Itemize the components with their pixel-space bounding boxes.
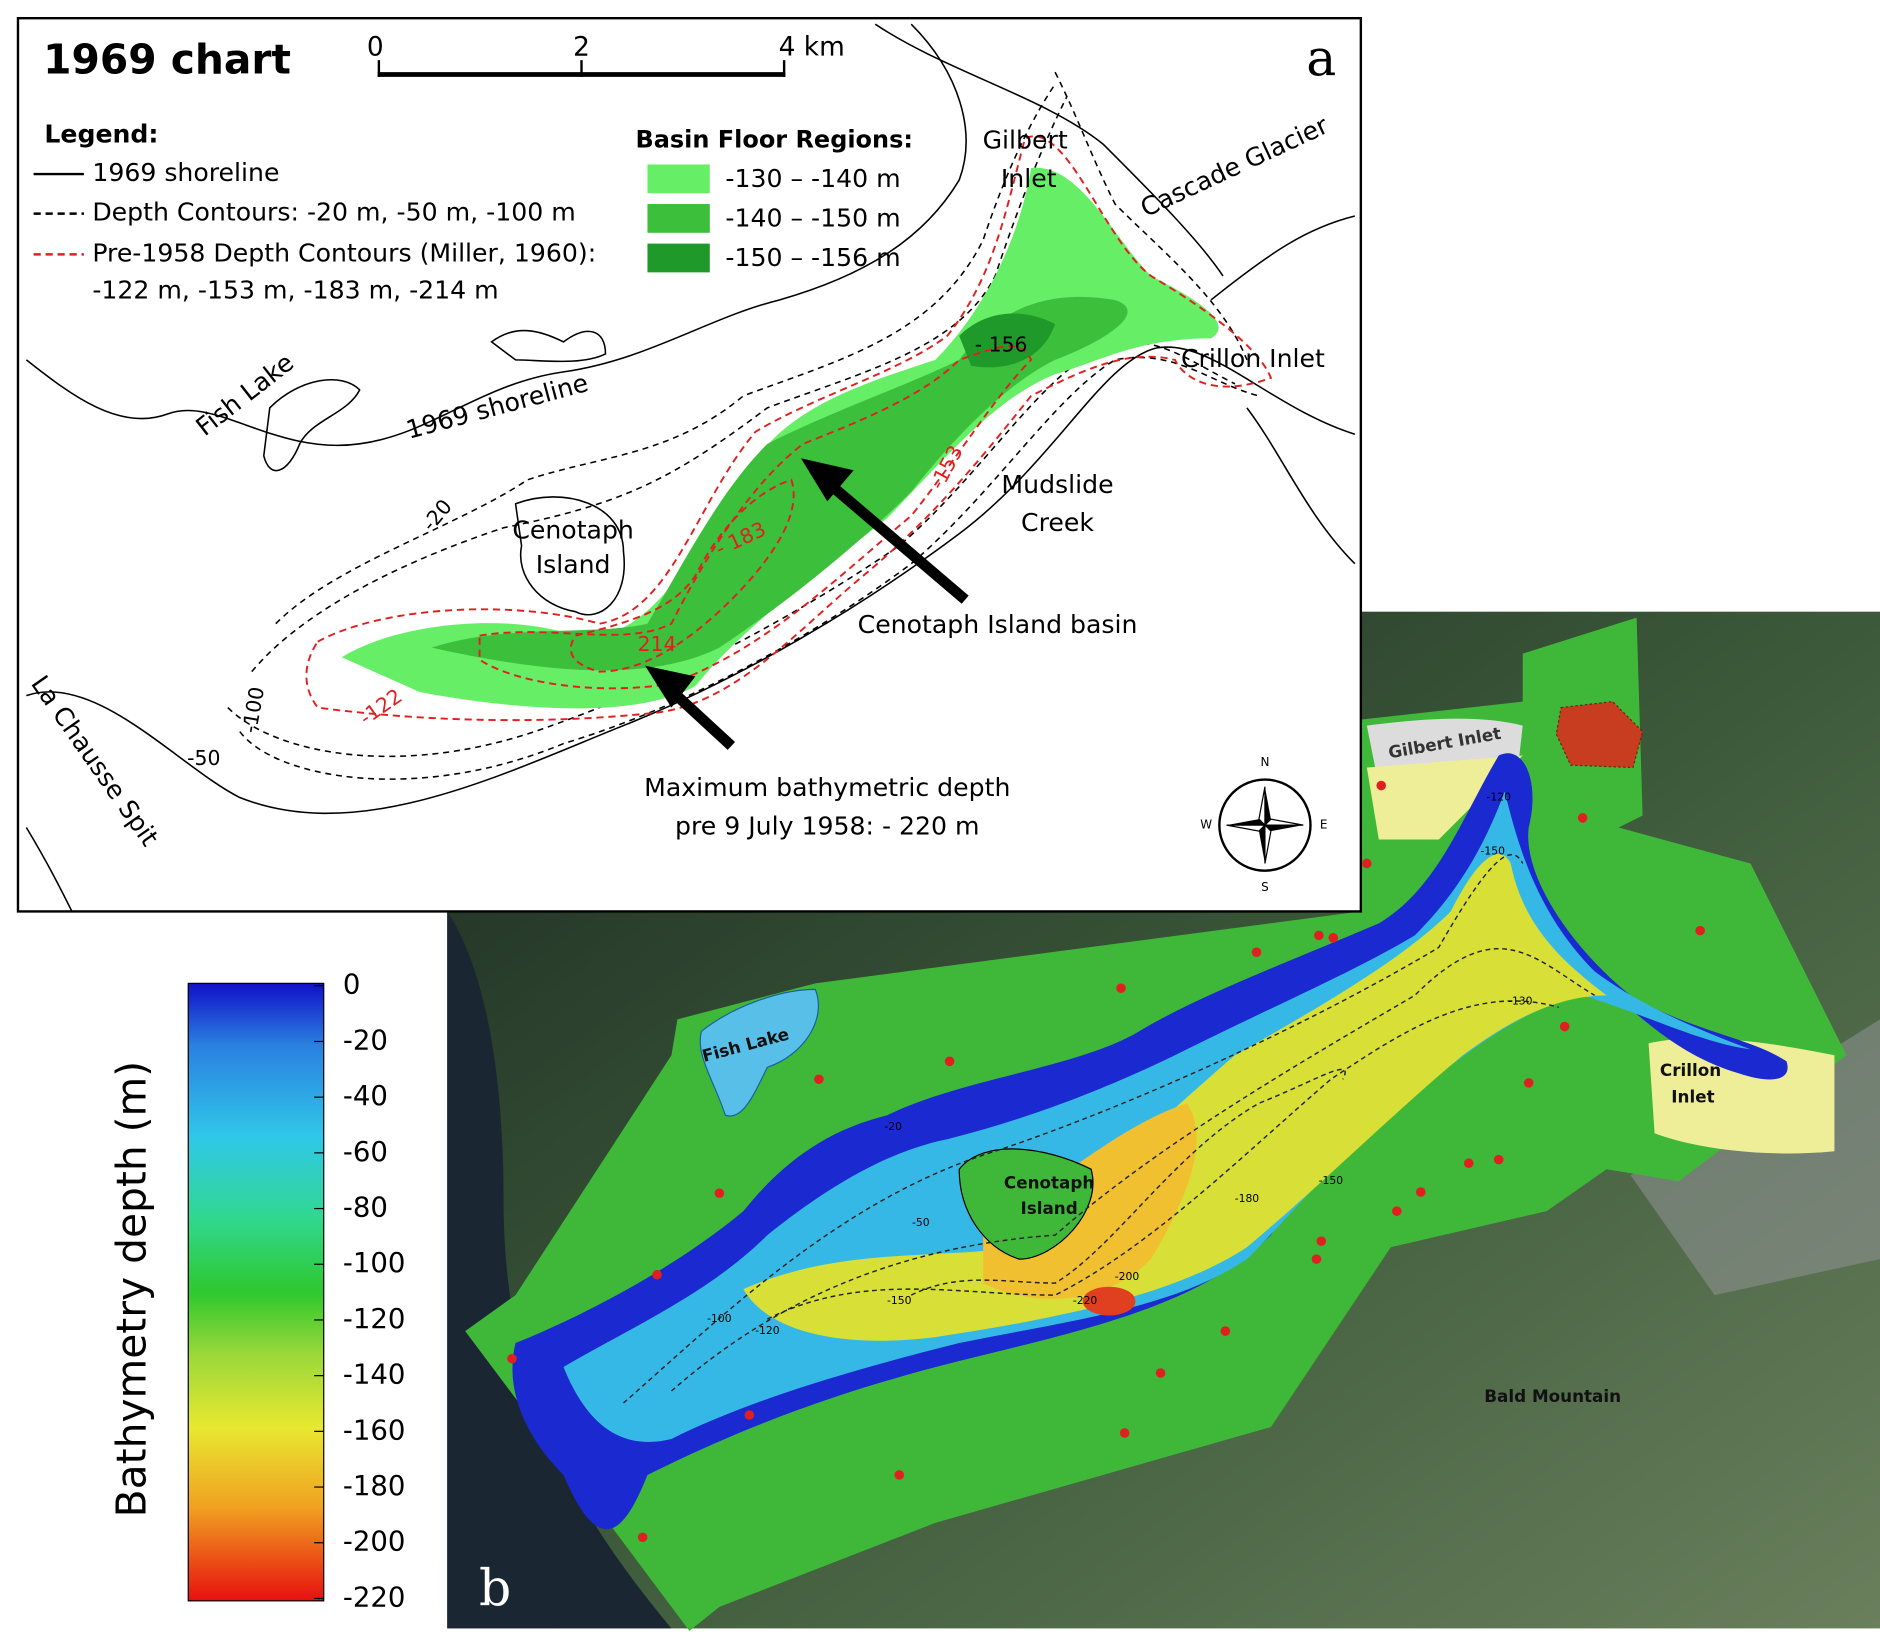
colorbar-tick-label: -120: [343, 1302, 406, 1335]
bathymetric-contours: [622, 853, 1596, 1404]
place-label: Inlet: [1671, 1086, 1714, 1106]
legend-item: -130 – -140 m: [725, 164, 900, 193]
arrows: [645, 458, 969, 750]
annotation: pre 9 July 1958: - 220 m: [675, 811, 980, 840]
contour-label: -150: [1480, 844, 1505, 857]
legend-lines: [33, 172, 84, 256]
fish-lake: [699, 988, 820, 1117]
contour-label: -180: [1235, 1192, 1260, 1205]
shorelines: [25, 23, 1356, 912]
shallow-area: [1366, 755, 1523, 840]
basin-region-150: [959, 313, 1056, 368]
colorbar-tick-label: -160: [343, 1413, 406, 1446]
colorbar-tick-label: 0: [343, 968, 361, 1001]
legend-item: 1969 shoreline: [92, 158, 279, 187]
annotation: Cenotaph Island basin: [858, 610, 1138, 639]
place-label: Cenotaph: [512, 515, 634, 544]
slide-area: [1555, 700, 1644, 769]
legend-swatch: [647, 204, 710, 233]
compass-letter: S: [1261, 880, 1269, 894]
cenotaph-island: [958, 1148, 1094, 1260]
colorbar-tick-label: -220: [343, 1580, 406, 1613]
colorbar-label: Bathymetry depth (m): [107, 1061, 155, 1517]
place-label: Crillon Inlet: [1181, 344, 1325, 373]
contour-label: -120: [1486, 791, 1511, 804]
panel-letter: b: [479, 1558, 511, 1617]
compass-letter: E: [1320, 818, 1328, 832]
scale-label: 2: [573, 33, 590, 63]
colorbar: [187, 982, 325, 1602]
place-label: Mudslide: [1001, 470, 1113, 499]
contour-label: -200: [1115, 1270, 1140, 1283]
annotation: Maximum bathymetric depth: [644, 773, 1010, 802]
panel-title: 1969 chart: [43, 36, 291, 84]
compass-rose: [1218, 778, 1312, 872]
contour-label: -50: [187, 746, 220, 770]
colorbar-tick-label: -40: [343, 1079, 388, 1112]
scale-label: 0: [367, 33, 384, 63]
contour-label: -50: [912, 1216, 930, 1229]
legend-title: Legend:: [44, 120, 158, 149]
legend-swatch: [647, 243, 710, 273]
place-label: Creek: [1021, 508, 1094, 537]
place-label: Gilbert: [983, 126, 1068, 155]
place-label: Crillon: [1660, 1060, 1721, 1080]
place-label: Bald Mountain: [1484, 1386, 1621, 1406]
legend-item: -122 m, -153 m, -183 m, -214 m: [92, 276, 498, 305]
place-label: Island: [536, 550, 611, 579]
scale-bar: [377, 60, 786, 77]
colorbar-tick-label: -60: [343, 1135, 388, 1168]
contour-label: -120: [755, 1324, 780, 1337]
place-label: Inlet: [1001, 164, 1057, 193]
colorbar-tick-label: -80: [343, 1191, 388, 1224]
panel-letter: a: [1306, 29, 1336, 88]
sea: [447, 911, 672, 1629]
colorbar-tick-label: -20: [343, 1023, 388, 1056]
legend-title: Basin Floor Regions:: [635, 125, 913, 153]
legend-item: -140 – -150 m: [725, 204, 900, 233]
place-label: Island: [1020, 1198, 1077, 1218]
contour-label: -220: [1073, 1294, 1098, 1307]
colorbar-tick-label: -140: [343, 1358, 406, 1391]
colorbar-tick-label: -180: [343, 1469, 406, 1502]
crillon-inlet: [1648, 1038, 1835, 1154]
contour-label: 214: [638, 632, 677, 656]
contour-label: - 156: [975, 333, 1028, 357]
scale-label: 4 km: [779, 33, 845, 63]
colorbar-tick-label: -200: [343, 1525, 406, 1558]
legend-item: -150 – -156 m: [725, 243, 900, 272]
colorbar-tick-label: -100: [343, 1246, 406, 1279]
survey-points: [507, 780, 1705, 1543]
compass-letter: N: [1260, 755, 1269, 769]
compass-letter: W: [1200, 818, 1212, 832]
legend-item: Depth Contours: -20 m, -50 m, -100 m: [92, 198, 575, 227]
basin-region-140: [431, 296, 1128, 671]
place-label: Cenotaph: [1004, 1173, 1094, 1193]
contour-label: -20: [884, 1120, 902, 1133]
contour-label: -130: [1508, 994, 1533, 1007]
contour-label: -150: [1319, 1174, 1344, 1187]
legend-item: Pre-1958 Depth Contours (Miller, 1960):: [92, 238, 596, 267]
lake-deepest: [1082, 1286, 1136, 1316]
legend-swatch: [647, 164, 710, 194]
contour-label: -150: [887, 1294, 912, 1307]
contour-label: -100: [707, 1312, 732, 1325]
